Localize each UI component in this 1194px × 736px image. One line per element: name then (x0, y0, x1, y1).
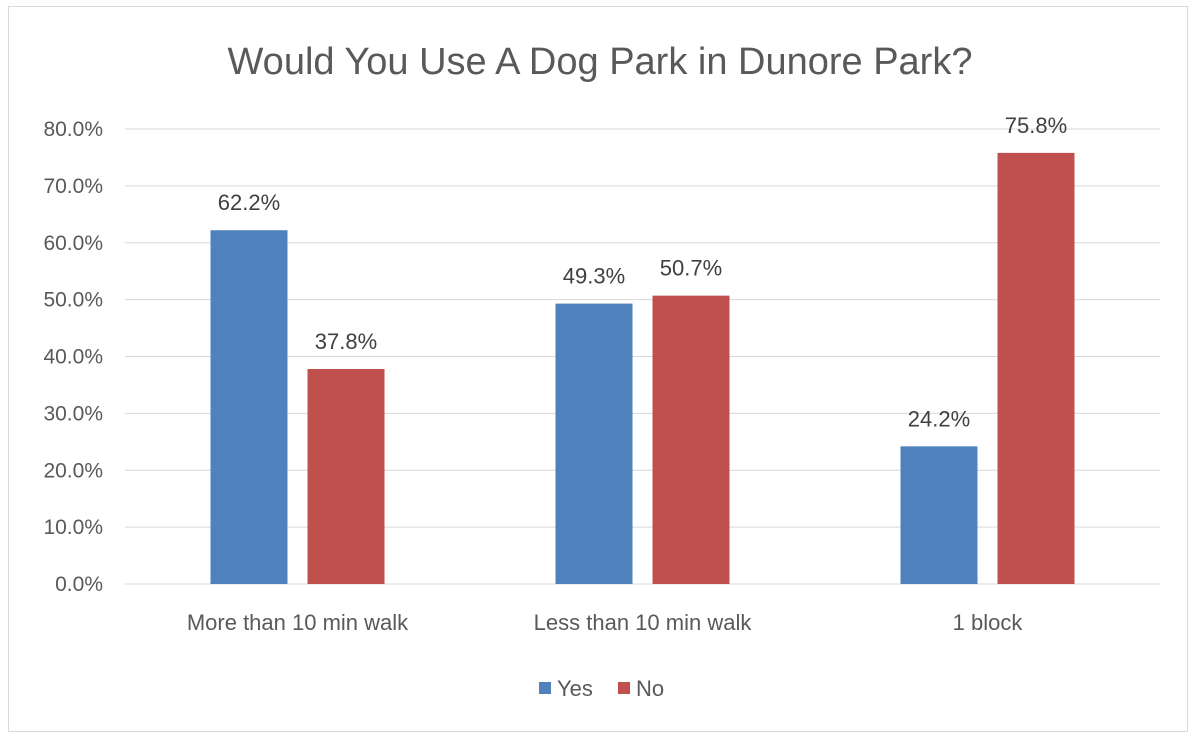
legend-swatch-no (618, 682, 630, 694)
y-tick-label: 40.0% (43, 346, 103, 369)
x-category-label: 1 block (953, 610, 1024, 635)
data-labels: 62.2% 37.8% 49.3% 50.7% 24.2% 75.8% (218, 113, 1067, 431)
bar-yes-2 (900, 446, 978, 584)
y-tick-label: 70.0% (43, 175, 103, 198)
bars (210, 152, 1075, 585)
bar-no-0 (307, 369, 385, 584)
x-axis-categories: More than 10 min walk Less than 10 min wa… (187, 610, 1024, 635)
y-tick-label: 80.0% (43, 118, 103, 141)
bar-no-1 (652, 295, 730, 584)
bar-yes-0 (210, 230, 288, 585)
x-category-label: More than 10 min walk (187, 610, 409, 635)
y-tick-label: 0.0% (55, 573, 103, 596)
data-label: 49.3% (563, 264, 625, 289)
data-label: 37.8% (315, 329, 377, 354)
data-label: 75.8% (1005, 113, 1067, 138)
legend-swatch-yes (539, 682, 551, 694)
legend-label-yes: Yes (557, 676, 593, 701)
chart-title: Would You Use A Dog Park in Dunore Park? (228, 41, 973, 83)
y-tick-label: 50.0% (43, 289, 103, 312)
y-axis-ticks: 0.0% 10.0% 20.0% 30.0% 40.0% 50.0% 60.0% 70.0% 8… (43, 118, 103, 596)
gridlines (125, 128, 1160, 585)
y-tick-label: 30.0% (43, 402, 103, 425)
bar-no-2 (997, 152, 1075, 584)
data-label: 62.2% (218, 190, 280, 215)
data-label: 24.2% (908, 406, 970, 431)
y-tick-label: 60.0% (43, 232, 103, 255)
bar-yes-1 (555, 303, 633, 584)
x-category-label: Less than 10 min walk (534, 610, 753, 635)
data-label: 50.7% (660, 256, 722, 281)
legend: Yes No (539, 676, 664, 701)
legend-label-no: No (636, 676, 664, 701)
y-tick-label: 20.0% (43, 459, 103, 482)
y-tick-label: 10.0% (43, 516, 103, 539)
